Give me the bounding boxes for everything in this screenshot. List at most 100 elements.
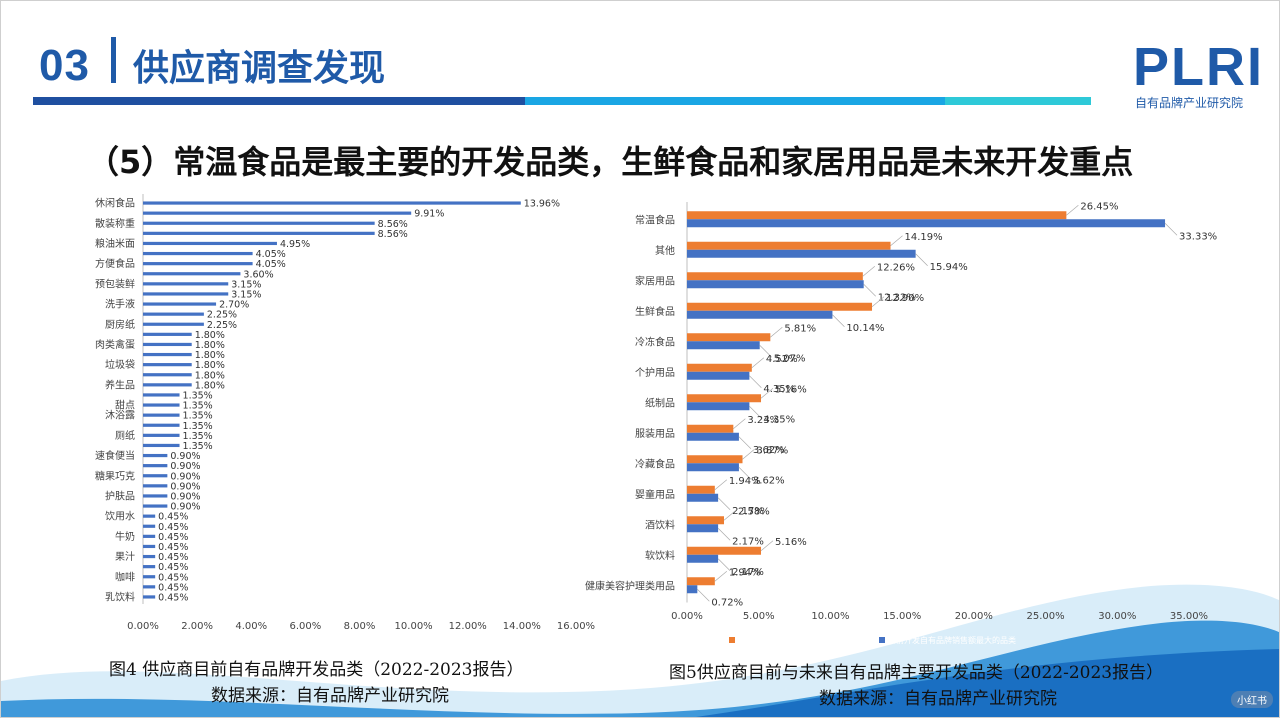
fig4-bar <box>143 504 168 508</box>
fig5-data-label: 12.26% <box>877 262 915 273</box>
fig4-x-tick-label: 10.00% <box>395 621 433 632</box>
section-number: 03 <box>39 41 90 90</box>
fig4-x-tick-label: 16.00% <box>557 621 595 632</box>
fig4-data-label: 1.35% <box>183 401 213 412</box>
fig5-category-label: 服装用品 <box>635 427 675 440</box>
fig5-leader-line <box>717 528 731 541</box>
fig4-data-label: 0.45% <box>158 562 188 573</box>
fig5-data-label: 26.45% <box>1080 201 1118 212</box>
fig4-data-label: 4.05% <box>256 249 286 260</box>
fig4-data-label: 1.80% <box>195 370 225 381</box>
section-title: 供应商调查发现 <box>133 48 386 89</box>
fig5-category-label: 酒饮料 <box>645 518 675 531</box>
fig5-leader-line <box>760 387 774 399</box>
fig4-bar <box>143 211 412 215</box>
fig5-bar-future <box>687 241 891 250</box>
fig5-legend-swatch <box>879 637 885 643</box>
fig5-bar-future <box>687 394 762 403</box>
fig4-bar <box>143 322 204 326</box>
fig4-x-tick-label: 12.00% <box>449 621 487 632</box>
fig5-data-label: 4.35% <box>763 414 795 425</box>
fig5-leader-line <box>760 540 774 552</box>
fig4-category-label: 粮油米面 <box>95 237 135 250</box>
fig4-data-label: 3.15% <box>231 279 261 290</box>
fig4-data-label: 1.80% <box>195 340 225 351</box>
fig4-x-tick-label: 2.00% <box>181 621 213 632</box>
fig4-data-label: 2.70% <box>219 300 249 311</box>
fig4-bar <box>143 282 229 286</box>
fig5-bar-future <box>687 272 863 281</box>
fig5-category-label: 健康美容护理类用品 <box>585 579 675 592</box>
fig5-data-label: 5.81% <box>784 323 816 334</box>
fig5-data-label: 5.16% <box>775 384 807 395</box>
fig4-bar <box>143 433 180 437</box>
fig4-data-label: 0.45% <box>158 552 188 563</box>
fig5-leader-line <box>863 284 876 297</box>
fig5-data-label: 4.35% <box>763 384 795 395</box>
fig5-bar-future <box>687 302 873 311</box>
fig5-legend-swatch <box>729 637 735 643</box>
fig5-leader-line <box>717 558 731 571</box>
fig4-bar <box>143 544 156 549</box>
fig5-x-tick-label: 5.00% <box>743 611 775 622</box>
fig5-source: 数据来源：自有品牌产业研究院 <box>819 689 1057 709</box>
fig5-bar-current <box>687 432 739 441</box>
fig5-leader-line <box>733 418 746 430</box>
fig5-bar-current <box>687 585 698 594</box>
fig5-category-label: 冷藏食品 <box>635 457 675 470</box>
fig4-data-label: 1.80% <box>195 360 225 371</box>
fig5-data-label: 0.72% <box>711 597 743 608</box>
fig4-data-label: 0.90% <box>170 502 200 513</box>
fig5-bar-current <box>687 371 750 380</box>
fig4-data-label: 0.45% <box>158 522 188 533</box>
fig4-category-label: 果汁 <box>115 550 135 563</box>
fig4-category-label: 咖啡 <box>115 571 135 583</box>
fig5-leader-line <box>770 326 783 338</box>
fig5-data-label: 3.23% <box>747 415 779 426</box>
fig4-data-label: 13.96% <box>524 199 560 210</box>
fig4-data-label: 8.56% <box>378 219 408 230</box>
fig5-leader-line <box>714 479 728 491</box>
fig5-data-label: 5.16% <box>775 537 807 548</box>
fig4-bar <box>143 565 156 569</box>
fig4-bar <box>143 575 156 579</box>
fig5-category-label: 冷冻食品 <box>635 335 675 348</box>
fig5-data-label: 4.52% <box>766 354 798 365</box>
fig4-x-tick-label: 4.00% <box>235 621 267 632</box>
fig4-x-tick-label: 0.00% <box>127 621 159 632</box>
fig5-data-label: 1.94% <box>729 567 761 578</box>
fig5-category-label: 常温食品 <box>635 213 675 226</box>
fig5-data-label: 3.62% <box>753 445 785 456</box>
fig4-bar <box>143 241 277 246</box>
fig5-leader-line <box>915 253 928 266</box>
fig5-bar-current <box>687 524 719 533</box>
fig4-data-label: 0.45% <box>158 512 188 523</box>
fig4-data-label: 0.45% <box>158 532 188 543</box>
fig4-category-label: 乳饮料 <box>105 590 135 603</box>
fig5-bar-future <box>687 424 734 433</box>
fig5-category-label: 个护用品 <box>635 366 675 379</box>
fig4-category-label: 牛奶 <box>115 530 135 543</box>
fig4-bar <box>143 524 156 528</box>
fig5-data-label: 3.87% <box>757 445 789 456</box>
fig5-leader-line <box>871 296 885 308</box>
fig4-category-label: 甜点 <box>115 399 135 412</box>
fig4-data-label: 2.25% <box>207 320 237 331</box>
fig4-bar <box>143 201 521 205</box>
fig4-bar <box>143 484 168 488</box>
fig4-data-label: 0.45% <box>158 592 188 603</box>
fig5-bar-future <box>687 333 771 342</box>
fig5-leader-line <box>738 436 752 449</box>
fig5-legend-label: 目前开发自有品牌销售额最大的品类 <box>888 635 1016 645</box>
fig5-bar-future <box>687 577 715 586</box>
fig5-x-tick-label: 15.00% <box>883 611 921 622</box>
fig5-data-label: 12.90% <box>886 293 924 304</box>
fig5-bar-current <box>687 402 750 411</box>
fig4-data-label: 3.60% <box>243 269 273 280</box>
fig4-data-label: 0.45% <box>158 582 188 593</box>
fig4-data-label: 9.91% <box>414 209 444 220</box>
fig5-leader-line <box>697 589 710 602</box>
fig4-title: 图4 供应商目前自有品牌开发品类（2022-2023报告） <box>109 660 524 680</box>
